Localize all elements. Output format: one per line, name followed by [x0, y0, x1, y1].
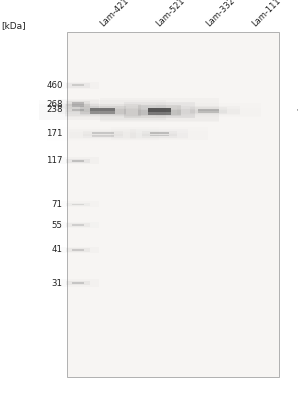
Text: 55: 55 — [52, 220, 63, 230]
Bar — [72, 224, 84, 226]
Bar — [72, 282, 84, 284]
Bar — [148, 112, 171, 114]
Bar — [83, 131, 123, 136]
Text: Lam-521: Lam-521 — [155, 0, 187, 29]
Bar — [131, 133, 189, 138]
Bar — [198, 109, 219, 111]
Bar — [58, 222, 99, 228]
Bar — [131, 129, 189, 138]
Bar — [100, 98, 219, 122]
Bar — [190, 107, 227, 112]
Text: 117: 117 — [46, 156, 63, 165]
Bar — [92, 135, 114, 137]
Text: Lam-421: Lam-421 — [98, 0, 130, 29]
Bar — [69, 132, 136, 139]
Bar — [177, 106, 240, 114]
Bar — [156, 103, 261, 117]
Bar — [80, 109, 126, 115]
Bar — [156, 108, 261, 116]
Bar — [124, 102, 195, 118]
Bar — [58, 82, 99, 89]
Text: 171: 171 — [46, 129, 63, 138]
Bar — [58, 99, 99, 108]
Bar — [58, 103, 99, 109]
Bar — [72, 204, 84, 205]
Bar — [72, 84, 84, 86]
Bar — [150, 135, 169, 136]
Bar — [69, 129, 136, 138]
Bar — [177, 109, 240, 115]
Bar — [83, 134, 123, 138]
Bar — [138, 110, 181, 116]
Text: 238: 238 — [46, 106, 63, 114]
Text: [kDa]: [kDa] — [1, 21, 26, 30]
Bar — [138, 105, 181, 115]
Bar — [65, 104, 141, 116]
Bar — [100, 106, 219, 121]
Bar — [58, 106, 99, 114]
Bar — [66, 101, 90, 106]
Bar — [90, 108, 115, 112]
Bar — [58, 201, 99, 208]
Bar — [80, 106, 126, 114]
Bar — [67, 32, 279, 377]
Bar — [72, 160, 84, 162]
Bar — [111, 131, 208, 140]
Text: 71: 71 — [52, 200, 63, 209]
Bar — [66, 281, 90, 285]
Bar — [148, 108, 171, 112]
Bar — [58, 279, 99, 287]
Bar — [39, 100, 166, 120]
Bar — [66, 158, 90, 163]
Bar — [72, 249, 84, 251]
Bar — [90, 111, 115, 114]
Bar — [72, 102, 84, 104]
Bar — [111, 127, 208, 140]
Text: 41: 41 — [52, 246, 63, 254]
Text: Lam-111: Lam-111 — [250, 0, 282, 29]
Bar — [72, 105, 84, 107]
Bar — [190, 110, 227, 114]
Bar — [65, 108, 141, 117]
Bar — [58, 247, 99, 253]
Text: 31: 31 — [52, 278, 63, 288]
Bar — [47, 130, 159, 141]
Bar — [66, 83, 90, 88]
Bar — [66, 104, 90, 108]
Bar — [66, 203, 90, 206]
Bar — [39, 104, 166, 120]
Bar — [142, 131, 177, 136]
Text: 460: 460 — [46, 81, 63, 90]
Bar — [66, 223, 90, 227]
Bar — [198, 111, 219, 113]
Bar — [66, 248, 90, 252]
Text: Lam-332: Lam-332 — [204, 0, 236, 29]
Bar — [58, 157, 99, 164]
Bar — [72, 109, 84, 111]
Bar — [47, 127, 159, 140]
Bar — [124, 108, 195, 118]
Bar — [66, 108, 90, 112]
Bar — [142, 134, 177, 138]
Bar — [150, 132, 169, 134]
Text: 268: 268 — [46, 100, 63, 109]
Bar — [92, 132, 114, 134]
